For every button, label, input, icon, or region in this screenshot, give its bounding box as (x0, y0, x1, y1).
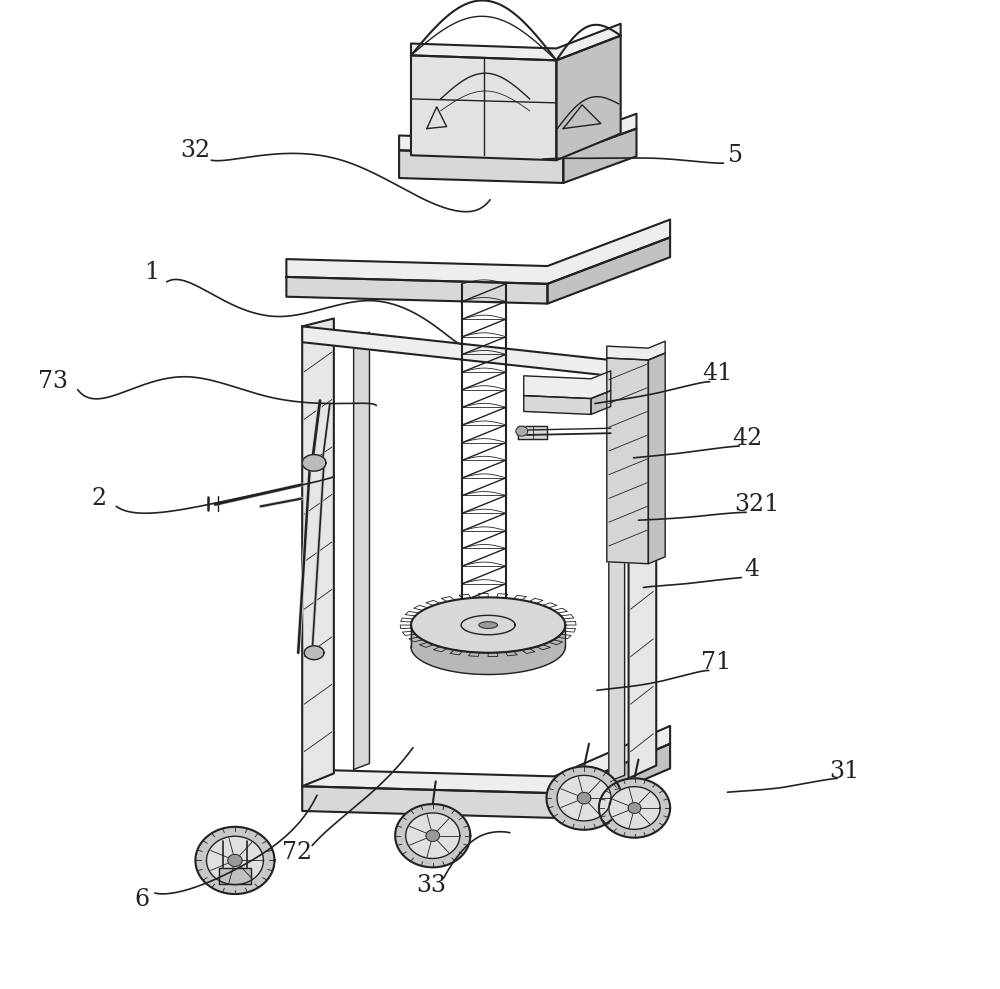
Polygon shape (399, 150, 563, 183)
Polygon shape (518, 426, 547, 439)
Polygon shape (302, 326, 629, 378)
Polygon shape (648, 353, 665, 564)
Polygon shape (304, 646, 324, 660)
Polygon shape (524, 396, 591, 414)
Text: 73: 73 (38, 370, 68, 394)
Polygon shape (399, 114, 636, 155)
Polygon shape (599, 778, 670, 838)
Polygon shape (563, 129, 636, 183)
Polygon shape (411, 55, 556, 160)
Polygon shape (302, 455, 326, 471)
Polygon shape (607, 341, 665, 360)
Polygon shape (591, 391, 611, 414)
Polygon shape (524, 371, 611, 399)
Polygon shape (411, 24, 621, 60)
Text: 33: 33 (416, 873, 446, 897)
Polygon shape (206, 837, 263, 884)
Text: 31: 31 (829, 760, 859, 783)
Text: 321: 321 (735, 493, 780, 516)
Polygon shape (286, 277, 547, 304)
Polygon shape (411, 597, 565, 653)
Text: 5: 5 (728, 143, 743, 167)
Polygon shape (554, 744, 670, 818)
Polygon shape (228, 854, 242, 866)
Text: 6: 6 (134, 888, 150, 912)
Polygon shape (607, 358, 648, 564)
Polygon shape (556, 36, 621, 160)
Polygon shape (219, 868, 251, 884)
Polygon shape (302, 726, 670, 793)
Polygon shape (302, 318, 334, 786)
Polygon shape (557, 775, 611, 821)
Text: 32: 32 (180, 138, 210, 162)
Polygon shape (395, 804, 470, 867)
Polygon shape (609, 356, 625, 781)
Text: 1: 1 (144, 261, 159, 285)
Polygon shape (547, 237, 670, 304)
Polygon shape (354, 332, 369, 769)
Polygon shape (609, 786, 660, 830)
Polygon shape (426, 830, 440, 842)
Text: 4: 4 (745, 558, 760, 582)
Polygon shape (195, 827, 275, 894)
Text: 71: 71 (701, 651, 731, 674)
Polygon shape (302, 786, 554, 818)
Polygon shape (629, 350, 656, 378)
Text: 72: 72 (282, 841, 312, 864)
Polygon shape (547, 766, 622, 830)
Polygon shape (411, 625, 565, 674)
Text: 2: 2 (92, 487, 107, 510)
Polygon shape (286, 220, 670, 284)
Polygon shape (406, 813, 460, 858)
Polygon shape (629, 348, 656, 778)
Polygon shape (577, 792, 591, 804)
Polygon shape (628, 803, 641, 813)
Polygon shape (516, 426, 528, 436)
Polygon shape (479, 622, 497, 628)
Text: 42: 42 (732, 426, 762, 450)
Text: 41: 41 (702, 362, 733, 386)
